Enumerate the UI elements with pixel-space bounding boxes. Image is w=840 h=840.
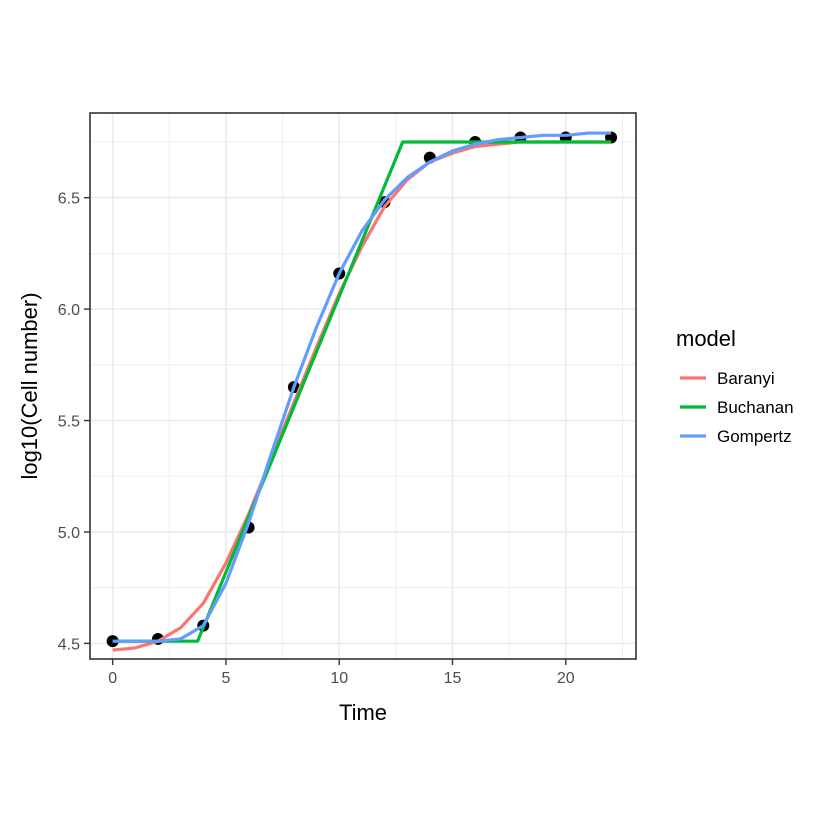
legend-label-gompertz: Gompertz [717,427,792,446]
data-point [106,635,119,648]
plot-area [89,112,637,660]
x-axis-title: Time [339,700,387,725]
y-axis: 4.5 5.0 5.5 6.0 6.5 [58,191,90,653]
model-lines [112,131,612,652]
panel-background [90,113,636,659]
y-tick-label: 5.0 [58,525,80,542]
legend: model Baranyi Buchanan Gompertz [676,326,794,446]
legend-label-buchanan: Buchanan [717,398,794,417]
grid-major [90,113,636,659]
x-axis: 0 5 10 15 20 [108,659,575,687]
x-tick-label: 10 [330,670,348,687]
y-axis-title: log10(Cell number) [17,292,42,479]
panel-border [89,112,637,660]
y-tick-label: 5.5 [58,414,80,431]
x-tick-label: 5 [221,670,230,687]
y-tick-label: 6.5 [58,191,80,208]
line-gompertz [112,131,612,643]
y-tick-label: 4.5 [58,636,80,653]
y-tick-label: 6.0 [58,302,80,319]
x-tick-label: 20 [557,670,575,687]
x-tick-label: 0 [108,670,117,687]
legend-label-baranyi: Baranyi [717,369,775,388]
x-tick-label: 15 [444,670,462,687]
legend-title: model [676,326,736,351]
